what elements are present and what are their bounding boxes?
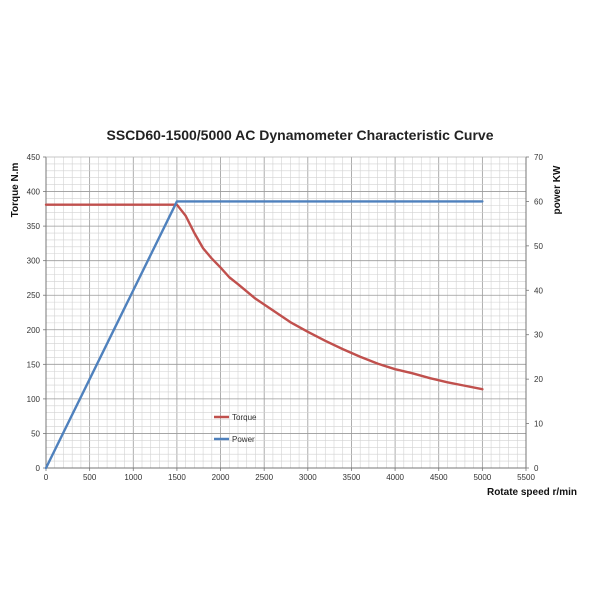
x-tick-label: 5500 [517,473,535,482]
legend: Torque Power [214,413,257,444]
y-tick-label: 350 [27,222,41,231]
y-tick-label: 300 [27,257,41,266]
x-tick-label: 2000 [212,473,230,482]
y2-tick-label: 30 [534,331,543,340]
y2-tick-label: 70 [534,153,543,162]
x-tick-label: 1500 [168,473,186,482]
chart-title: SSCD60-1500/5000 AC Dynamometer Characte… [107,127,494,143]
axes [45,156,527,469]
y2-tick-label: 50 [534,242,543,251]
y-tick-label: 150 [27,360,41,369]
x-tick-label: 500 [83,473,97,482]
series-line-torque [44,203,484,391]
series-lines [44,200,484,470]
series-line-power [44,200,484,470]
y-tick-label: 400 [27,188,41,197]
tick-labels: 0 500 1000 1500 2000 2500 3000 3500 4000 4500 5000… [27,153,544,482]
x-tick-label: 2500 [255,473,273,482]
x-tick-label: 4000 [386,473,404,482]
x-axis-title: Rotate speed r/min [487,487,577,498]
y-tick-label: 100 [27,395,41,404]
x-tick-label: 0 [44,473,49,482]
y2-tick-label: 10 [534,420,543,429]
x-tick-label: 5000 [473,473,491,482]
y2-tick-label: 60 [534,197,543,206]
legend-power-label: Power [232,435,255,444]
y-tick-label: 200 [27,326,41,335]
x-tick-label: 4500 [430,473,448,482]
x-tick-label: 1000 [124,473,142,482]
y2-axis-title: power KW [552,165,563,214]
y-tick-label: 250 [27,291,41,300]
y-tick-label: 450 [27,153,41,162]
y-axis-title: Torque N.m [10,162,21,217]
y2-tick-label: 40 [534,286,543,295]
legend-torque-label: Torque [232,413,257,422]
y2-tick-label: 0 [534,464,539,473]
x-tick-label: 3500 [343,473,361,482]
y-tick-label: 0 [36,464,41,473]
y2-tick-label: 20 [534,375,543,384]
y-tick-label: 50 [31,429,40,438]
x-tick-label: 3000 [299,473,317,482]
